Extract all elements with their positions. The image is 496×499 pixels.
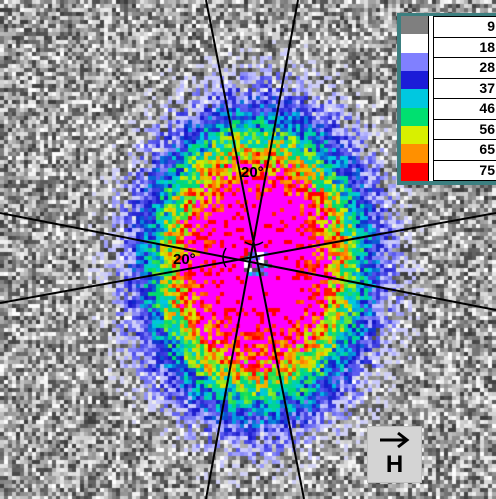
legend-swatch xyxy=(401,107,428,126)
angle-label-vertical: 20° xyxy=(241,164,264,181)
legend-swatch xyxy=(401,70,428,90)
legend-labels: 9 18 28 37 46 56 65 75 xyxy=(429,16,496,181)
color-scale-legend: 9 18 28 37 46 56 65 75 xyxy=(397,13,496,185)
legend-label: 56 xyxy=(433,119,496,140)
legend-label: 18 xyxy=(433,37,496,58)
angle-arc-horizontal xyxy=(222,247,227,268)
legend-label: 28 xyxy=(433,58,496,79)
angle-label-horizontal: 20° xyxy=(173,251,196,268)
legend-label: 75 xyxy=(433,160,496,181)
legend-label: 37 xyxy=(433,78,496,99)
field-direction-badge: H xyxy=(367,426,422,483)
radial-line xyxy=(0,212,496,304)
legend-swatch xyxy=(401,34,428,53)
legend-swatch xyxy=(401,144,428,163)
radial-line xyxy=(0,212,496,311)
legend-label: 46 xyxy=(433,99,496,120)
legend-swatch xyxy=(401,89,428,108)
right-arrow-icon xyxy=(380,431,410,449)
legend-swatch xyxy=(401,162,428,181)
legend-label: 9 xyxy=(433,16,496,38)
field-label: H xyxy=(385,451,404,478)
legend-swatch xyxy=(401,52,428,71)
legend-swatch xyxy=(401,125,428,145)
radial-line xyxy=(205,0,299,499)
radial-line xyxy=(205,0,305,499)
legend-label: 65 xyxy=(433,140,496,161)
legend-swatch xyxy=(401,16,428,35)
angle-arc-vertical xyxy=(244,241,264,246)
legend-swatches xyxy=(401,16,429,181)
